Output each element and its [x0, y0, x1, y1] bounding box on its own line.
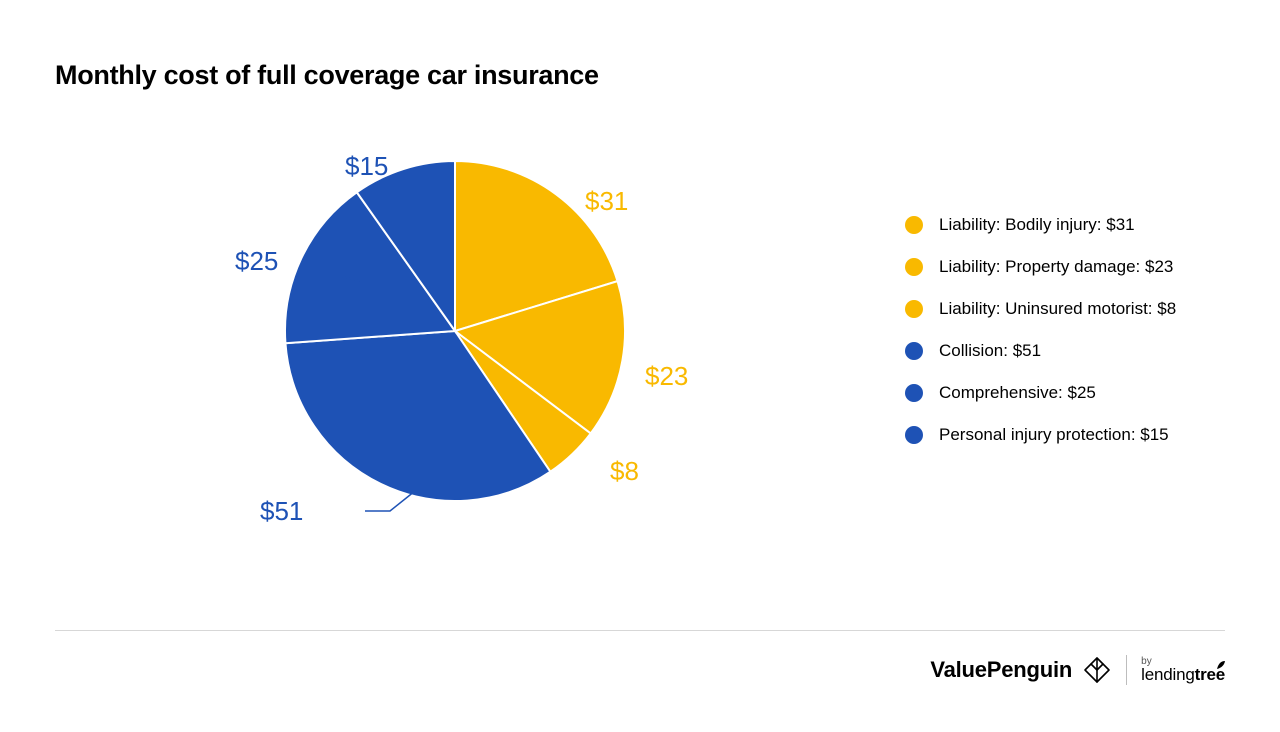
slice-value-label: $25	[235, 246, 278, 277]
chart-legend: Liability: Bodily injury: $31 Liability: …	[905, 215, 1176, 467]
brand-lendingtree: by lendingtree	[1141, 656, 1225, 685]
pie-chart-area: $31 $23 $8 $51 $25 $15	[55, 131, 705, 561]
legend-dot	[905, 384, 923, 402]
legend-dot	[905, 216, 923, 234]
legend-item: Liability: Property damage: $23	[905, 257, 1176, 277]
slice-value-label: $23	[645, 361, 688, 392]
lendingtree-text: lendingtree	[1141, 665, 1225, 685]
chart-title: Monthly cost of full coverage car insura…	[55, 60, 1225, 91]
legend-item: Comprehensive: $25	[905, 383, 1176, 403]
slice-value-label: $31	[585, 186, 628, 217]
brand-valuepenguin: ValuePenguin	[930, 657, 1072, 683]
footer-attribution: ValuePenguin by lendingtree	[930, 655, 1225, 685]
legend-dot	[905, 342, 923, 360]
legend-item: Liability: Uninsured motorist: $8	[905, 299, 1176, 319]
legend-text: Comprehensive: $25	[939, 383, 1096, 403]
footer-separator	[1126, 655, 1127, 685]
lendingtree-part-a: lending	[1141, 665, 1194, 684]
pie-chart	[285, 161, 625, 501]
legend-dot	[905, 426, 923, 444]
legend-item: Personal injury protection: $15	[905, 425, 1176, 445]
legend-text: Personal injury protection: $15	[939, 425, 1169, 445]
slice-value-label: $8	[610, 456, 639, 487]
legend-text: Liability: Property damage: $23	[939, 257, 1173, 277]
slice-value-label: $15	[345, 151, 388, 182]
chart-content: $31 $23 $8 $51 $25 $15 Liability: Bodily inju…	[55, 131, 1225, 561]
valuepenguin-icon	[1082, 655, 1112, 685]
footer-divider	[55, 630, 1225, 631]
legend-text: Liability: Uninsured motorist: $8	[939, 299, 1176, 319]
legend-text: Liability: Bodily injury: $31	[939, 215, 1135, 235]
slice-value-label: $51	[260, 496, 303, 527]
leaf-icon	[1215, 659, 1227, 671]
legend-item: Collision: $51	[905, 341, 1176, 361]
legend-text: Collision: $51	[939, 341, 1041, 361]
legend-dot	[905, 300, 923, 318]
legend-dot	[905, 258, 923, 276]
legend-item: Liability: Bodily injury: $31	[905, 215, 1176, 235]
